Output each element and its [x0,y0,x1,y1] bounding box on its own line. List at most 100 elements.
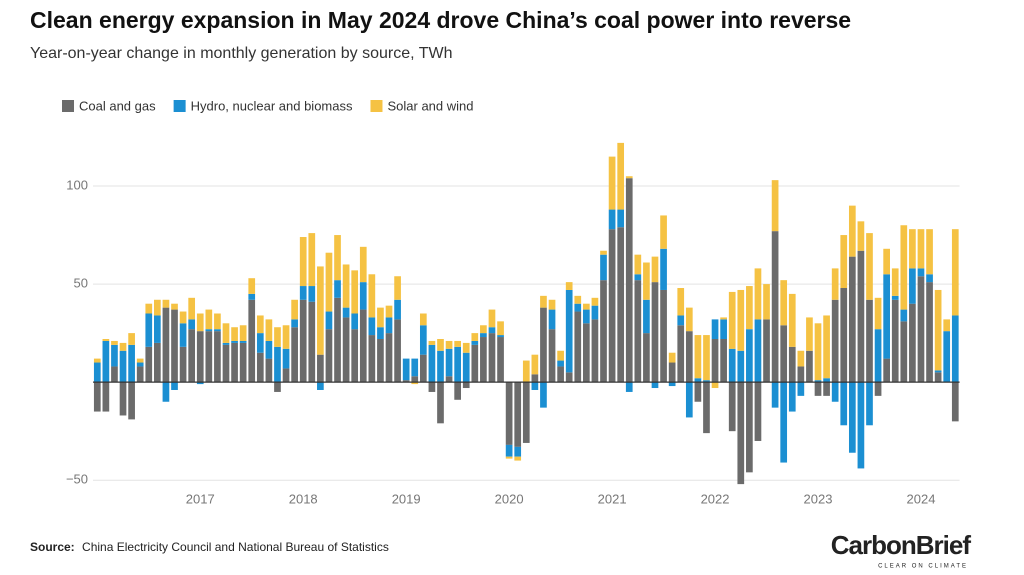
bar-segment [299,237,307,287]
bar-segment [394,276,401,300]
bar-segment [531,374,539,383]
bar-segment [754,319,762,383]
bar-segment [231,340,238,343]
bar-segment [548,299,556,310]
bar-segment [136,358,144,363]
bar-segment [317,354,324,383]
bar-segment [334,297,341,383]
bar-segment [359,309,367,383]
bar-segment [462,382,470,389]
bar-segment [754,268,762,320]
bar-segment [231,342,238,383]
bar-segment [728,382,736,432]
bar-segment [746,382,753,473]
bar-segment [548,309,556,330]
x-tick-label: 2023 [804,491,833,506]
bar-segment [196,313,204,332]
bar-segment [171,303,178,310]
bar-segment [480,325,487,334]
bar-segment [677,315,685,326]
chart-subtitle: Year-on-year change in monthly generatio… [30,45,452,62]
bar-segment [394,319,401,383]
bar-segment [943,319,951,332]
bar-segment [359,246,367,283]
bar-segment [557,350,564,361]
bar-segment [428,340,436,345]
bar-segment [128,333,135,345]
bar-segment [102,382,110,412]
bar-segment [797,382,805,396]
bar-segment [780,280,788,326]
bar-segment [900,225,908,310]
bar-segment [540,295,547,308]
bar-segment [145,303,153,314]
bar-segment [583,303,590,310]
bar-segment [505,456,513,459]
bar-segment [462,352,470,383]
bar-segment [334,280,341,298]
bar-segment [951,315,959,383]
bar-segment [583,309,590,324]
bar-segment [668,382,676,387]
x-tick-label: 2017 [186,491,215,506]
bar-segment [660,289,667,383]
bar-segment [445,348,453,377]
bar-segment [763,284,770,320]
bar-segment [454,382,461,400]
bar-segment [746,329,753,383]
bar-segment [788,382,796,412]
bar-segment [196,331,204,383]
bar-segment [737,382,745,485]
bar-segment [823,315,830,379]
bar-segment [265,319,273,341]
bar-segment [282,368,290,383]
bar-segment [694,378,702,383]
bar-segment [797,350,805,367]
bar-segment [668,362,676,383]
bar-segment [608,209,616,230]
bar-segment [600,280,607,383]
bar-segment [806,317,813,351]
bar-segment [617,227,625,383]
bar-segment [703,382,710,434]
bar-segment [214,331,221,383]
bar-segment [136,366,144,383]
bar-segment [325,311,333,330]
chart-title: Clean energy expansion in May 2024 drove… [30,7,851,33]
bar-segment [154,342,161,383]
bar-segment [145,346,153,383]
bar-segment [557,360,564,367]
bar-segment [643,299,650,334]
bar-segment [677,288,685,316]
bar-segment [514,456,522,461]
bar-segment [454,346,461,383]
bar-segment [93,358,101,363]
bar-segment [111,366,118,383]
bar-segment [454,340,461,347]
bar-segment [926,282,933,383]
bar-segment [334,235,341,281]
bar-segment [711,319,719,339]
bar-segment [891,295,899,300]
bar-segment [917,229,925,269]
bar-segment [591,305,599,320]
bar-segment [840,235,848,289]
bar-segment [145,313,153,347]
bar-segment [256,352,264,383]
bar-segment [625,382,633,392]
bar-segment [351,270,359,314]
bar-segment [900,309,908,322]
bar-segment [488,327,496,334]
legend-swatch [370,100,383,112]
bar-segment [514,446,522,457]
bar-segment [351,329,359,383]
legend-label: Hydro, nuclear and biomass [191,98,353,113]
bar-segment [531,382,539,390]
bar-segment [891,299,899,383]
bar-segment [643,262,650,300]
bar-segment [222,342,230,345]
bar-segment [660,248,667,290]
bar-segment [934,289,942,371]
bar-segment [222,344,230,383]
